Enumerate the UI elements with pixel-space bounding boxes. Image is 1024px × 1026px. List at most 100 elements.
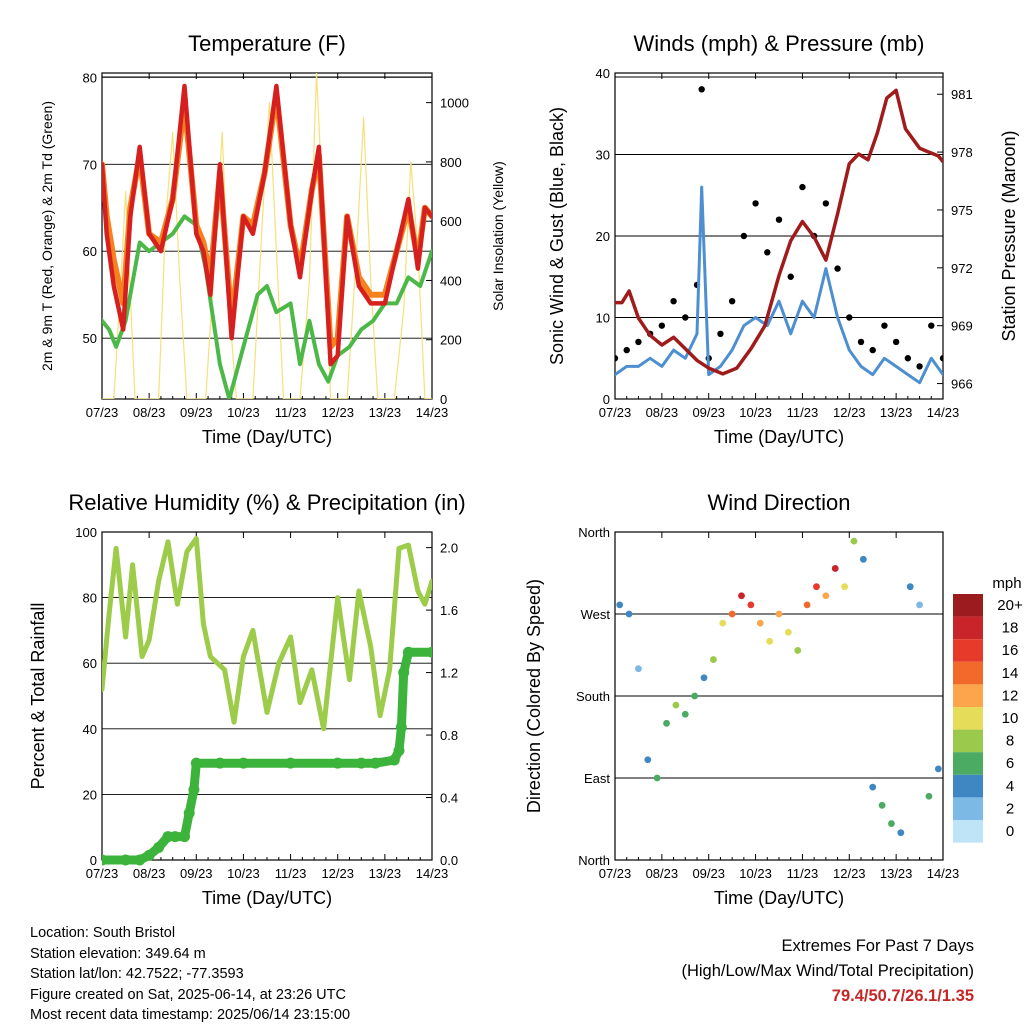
direction-point (850, 537, 858, 545)
direction-point (747, 601, 755, 609)
x-tick-label: 07/23 (86, 405, 119, 420)
direction-point (625, 610, 633, 618)
direction-point (934, 765, 942, 773)
x-tick-label: 13/23 (880, 405, 913, 420)
info-recent: Most recent data timestamp: 2025/06/14 2… (30, 1007, 351, 1023)
x-tick-label: 10/23 (227, 405, 260, 420)
x-tick-label: 13/23 (369, 405, 402, 420)
y-tick-label: 100 (75, 525, 97, 540)
y-tick-label: 20 (596, 229, 610, 244)
legend-swatch (953, 774, 983, 798)
precip-point (143, 849, 155, 861)
x-axis-label: Time (Day/UTC) (202, 888, 332, 908)
gust-point (682, 314, 689, 321)
y-tick-label: 60 (83, 656, 97, 671)
direction-point (916, 601, 923, 609)
x-tick-label: 11/23 (275, 866, 307, 881)
y-tick-label: 80 (83, 70, 97, 85)
y-right-tick-label: 0.8 (440, 728, 458, 743)
legend-swatch (953, 752, 983, 775)
x-tick-label: 07/23 (599, 405, 632, 420)
x-axis-label: Time (Day/UTC) (714, 888, 844, 908)
precip-point (134, 854, 146, 866)
panel-3: 07/23 08/23 09/23 10/23 11/23 12/23 13/23 14/23… (28, 490, 466, 908)
info-latlon: Station lat/lon: 42.7522; -77.3593 (30, 966, 244, 982)
precip-point (369, 757, 381, 769)
gust-point (787, 273, 794, 280)
legend-label: 16 (1002, 642, 1019, 659)
gust-point (869, 346, 876, 354)
series-line-rh (102, 536, 432, 732)
gust-point (857, 338, 865, 346)
x-tick-label: 12/23 (833, 405, 866, 420)
y-axis-label: Sonic Wind & Gust (Blue, Black) (547, 107, 567, 365)
series-line-td2m (102, 214, 432, 399)
x-axis-label: Time (Day/UTC) (202, 427, 332, 447)
extremes-values: 79.4/50.7/26.1/1.35 (831, 987, 974, 1005)
gust-point (881, 322, 888, 329)
direction-point (925, 792, 933, 800)
x-tick-label: 08/23 (133, 866, 166, 881)
legend-swatch (953, 797, 983, 820)
series-line-t2m (102, 83, 432, 367)
info-location: Location: South Bristol (30, 925, 176, 941)
legend-label: 0 (1006, 823, 1014, 840)
gust-point (670, 298, 677, 305)
direction-point (906, 583, 914, 591)
direction-point (738, 592, 745, 600)
series-group (102, 73, 432, 399)
series-group (102, 536, 432, 866)
x-tick-label: 07/23 (599, 866, 632, 881)
y-right-tick-label: 1000 (440, 96, 469, 111)
precip-point (102, 854, 108, 866)
y-right-tick-label: 0.0 (440, 853, 458, 868)
y-tick-label: 10 (596, 311, 610, 326)
y-right-tick-label: 975 (951, 203, 973, 218)
y-tick-label: 80 (83, 591, 97, 606)
direction-point (663, 719, 670, 727)
y-tick-label: North (578, 525, 610, 540)
x-tick-label: 14/23 (416, 405, 449, 420)
extremes-title: Extremes For Past 7 Days (781, 937, 974, 955)
gust-point (717, 330, 724, 337)
legend-swatch (953, 594, 983, 617)
x-tick-label: 10/23 (227, 866, 260, 881)
gust-point (834, 265, 841, 272)
series-line-pressure (615, 88, 943, 376)
legend-swatch (953, 684, 983, 707)
x-tick-label: 11/23 (787, 405, 819, 420)
legend-swatch (953, 661, 983, 685)
precip-point (395, 721, 407, 733)
precip-point (183, 807, 195, 819)
direction-point (803, 601, 811, 609)
x-tick-label: 09/23 (692, 866, 725, 881)
precip-point (188, 784, 200, 796)
direction-point (859, 555, 867, 563)
y-tick-label: South (576, 689, 610, 704)
gust-point (615, 355, 619, 362)
direction-point (672, 701, 680, 709)
direction-point (831, 565, 839, 572)
gust-point (892, 338, 900, 346)
legend-label: 12 (1002, 687, 1019, 704)
direction-point (616, 601, 624, 609)
precip-point (190, 757, 202, 769)
extremes-subtitle: (High/Low/Max Wind/Total Precipitation) (681, 962, 974, 980)
legend-label: 2 (1006, 800, 1014, 817)
x-tick-label: 07/23 (86, 866, 119, 881)
precip-point (120, 854, 132, 866)
x-tick-label: 12/23 (321, 866, 354, 881)
x-tick-label: 10/23 (739, 866, 772, 881)
x-tick-label: 09/23 (692, 405, 725, 420)
legend-swatch (953, 639, 983, 662)
precip-point (388, 754, 400, 766)
y-tick-label: North (578, 853, 610, 868)
precip-point (355, 757, 367, 769)
y-right-tick-label: 0.4 (440, 791, 458, 806)
x-tick-label: 11/23 (275, 405, 307, 420)
y-tick-label: 70 (83, 157, 97, 172)
y-right-tick-label: 1.2 (440, 666, 458, 681)
direction-point (775, 610, 783, 618)
direction-point (841, 583, 848, 591)
